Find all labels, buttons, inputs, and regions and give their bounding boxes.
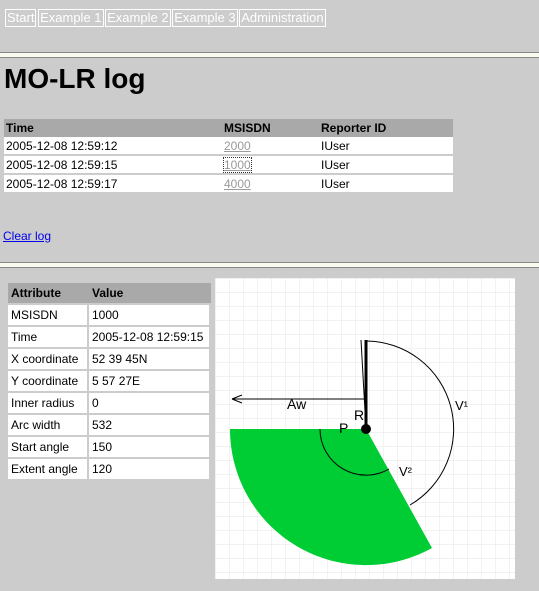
nav-administration[interactable]: Administration	[239, 9, 326, 27]
log-table-header: Time MSISDN Reporter ID	[4, 119, 453, 137]
msisdn-link-text[interactable]: 1000	[223, 156, 252, 173]
column-header-value: Value	[89, 283, 211, 303]
nav-example-1[interactable]: Example 1	[38, 9, 104, 27]
label-p: P	[339, 420, 348, 436]
attribute-row: Inner radius 0	[8, 393, 211, 413]
attribute-name: Start angle	[8, 437, 89, 457]
attribute-row: X coordinate 52 39 45N	[8, 349, 211, 369]
cell-time: 2005-12-08 12:59:12	[4, 137, 222, 156]
attribute-name: Time	[8, 327, 89, 347]
attribute-value: 2005-12-08 12:59:15	[89, 327, 211, 347]
msisdn-link[interactable]: 2000	[222, 137, 319, 156]
cell-reporter: IUser	[319, 174, 453, 194]
page-title: MO-LR log	[4, 63, 146, 94]
table-row: 2005-12-08 12:59:17 4000 IUser	[4, 174, 453, 194]
attribute-name: X coordinate	[8, 349, 89, 369]
msisdn-link[interactable]: 4000	[222, 174, 319, 194]
attribute-value: 120	[89, 459, 211, 479]
start-angle-arc	[365, 340, 455, 506]
attribute-row: Extent angle 120	[8, 459, 211, 479]
attribute-row: MSISDN 1000	[8, 305, 211, 325]
attributes-table: Attribute Value MSISDN 1000 Time 2005-12…	[8, 281, 211, 481]
cell-time: 2005-12-08 12:59:15	[4, 155, 222, 175]
nav-example-2[interactable]: Example 2	[105, 9, 171, 27]
label-ri: Ri	[354, 407, 367, 423]
log-table: Time MSISDN Reporter ID 2005-12-08 12:59…	[4, 119, 453, 194]
cell-reporter: IUser	[319, 137, 453, 156]
attribute-row: Time 2005-12-08 12:59:15	[8, 327, 211, 347]
attribute-value: 150	[89, 437, 211, 457]
arc-diagram: Aw P Ri V¹ V²	[215, 278, 515, 579]
arc-width-arrowhead	[231, 394, 243, 404]
attribute-value: 52 39 45N	[89, 349, 211, 369]
attribute-value: 5 57 27E	[89, 371, 211, 391]
attribute-row: Y coordinate 5 57 27E	[8, 371, 211, 391]
attribute-name: Inner radius	[8, 393, 89, 413]
attribute-value: 532	[89, 415, 211, 435]
extent-angle-arc	[319, 428, 390, 476]
attribute-value: 1000	[89, 305, 211, 325]
sector-fill	[229, 429, 432, 566]
cell-reporter: IUser	[319, 155, 453, 175]
arc-diagram-svg: Aw P Ri V¹ V²	[215, 278, 515, 579]
middle-divider	[0, 262, 539, 268]
cell-time: 2005-12-08 12:59:17	[4, 174, 222, 194]
table-row: 2005-12-08 12:59:12 2000 IUser	[4, 137, 453, 156]
attributes-header: Attribute Value	[8, 283, 211, 303]
position-point	[361, 424, 371, 434]
nav-start[interactable]: Start	[5, 9, 37, 27]
attribute-row: Arc width 532	[8, 415, 211, 435]
attribute-name: Y coordinate	[8, 371, 89, 391]
column-header-reporter: Reporter ID	[319, 119, 453, 137]
label-aw: Aw	[287, 396, 307, 412]
clear-log-link[interactable]: Clear log	[3, 229, 52, 243]
top-navigation: Start Example 1 Example 2 Example 3 Admi…	[5, 9, 326, 27]
attribute-name: Extent angle	[8, 459, 89, 479]
top-divider	[0, 52, 539, 58]
column-header-time: Time	[4, 119, 222, 137]
column-header-msisdn: MSISDN	[222, 119, 319, 137]
label-v2: V²	[399, 464, 413, 479]
attribute-name: Arc width	[8, 415, 89, 435]
attribute-name: MSISDN	[8, 305, 89, 325]
attribute-value: 0	[89, 393, 211, 413]
label-v1: V¹	[455, 398, 469, 413]
table-row: 2005-12-08 12:59:15 1000 IUser	[4, 155, 453, 175]
column-header-attribute: Attribute	[8, 283, 89, 303]
nav-example-3[interactable]: Example 3	[172, 9, 238, 27]
north-reference-thin-line	[360, 339, 367, 430]
msisdn-link-selected[interactable]: 1000	[222, 155, 319, 175]
attribute-row: Start angle 150	[8, 437, 211, 457]
